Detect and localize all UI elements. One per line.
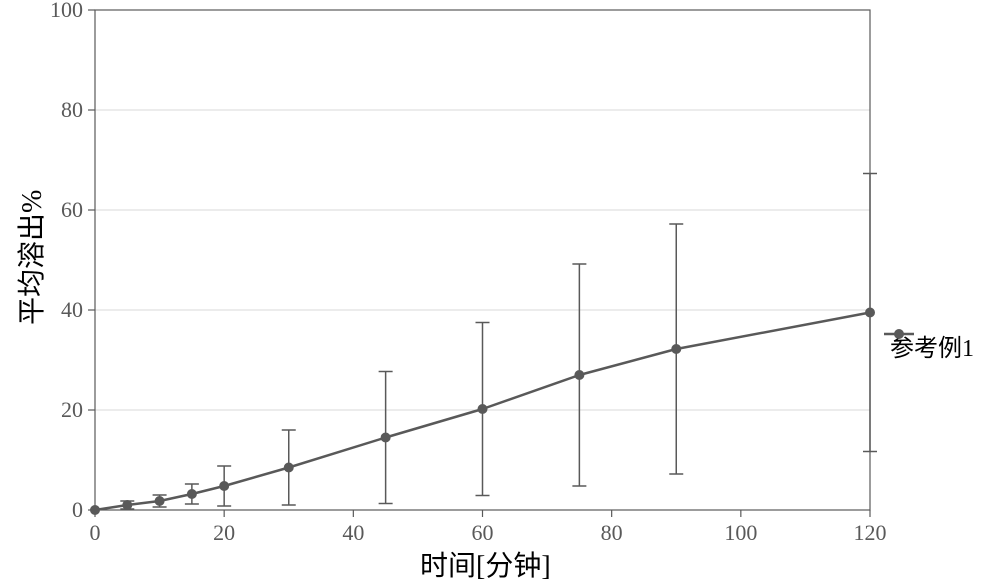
x-tick-label: 0 xyxy=(90,520,101,545)
x-tick-label: 60 xyxy=(472,520,494,545)
y-tick-label: 40 xyxy=(61,297,83,322)
x-tick-label: 120 xyxy=(854,520,887,545)
y-tick-label: 100 xyxy=(50,0,83,22)
y-axis-label: 平均溶出% xyxy=(10,205,50,325)
data-point xyxy=(574,370,584,380)
data-point xyxy=(187,489,197,499)
legend: 参考例1 xyxy=(884,328,974,363)
data-point xyxy=(155,496,165,506)
data-point xyxy=(122,500,132,510)
data-point xyxy=(478,404,488,414)
x-tick-label: 40 xyxy=(342,520,364,545)
y-tick-label: 0 xyxy=(72,497,83,522)
data-point xyxy=(284,463,294,473)
data-point xyxy=(90,505,100,515)
y-tick-label: 60 xyxy=(61,197,83,222)
data-point xyxy=(219,481,229,491)
y-tick-label: 80 xyxy=(61,97,83,122)
data-point xyxy=(865,308,875,318)
x-tick-label: 80 xyxy=(601,520,623,545)
dissolution-chart: 0 20 40 60 80 100 0 20 40 60 80 100 120 xyxy=(0,0,1000,582)
data-point xyxy=(381,433,391,443)
data-point xyxy=(671,344,681,354)
x-tick-label: 100 xyxy=(724,520,757,545)
y-tick-label: 20 xyxy=(61,397,83,422)
x-tick-label: 20 xyxy=(213,520,235,545)
x-axis-label: 时间[分钟] xyxy=(420,544,551,584)
chart-container: 0 20 40 60 80 100 0 20 40 60 80 100 120 平均溶出% 时间[分钟]… xyxy=(0,0,1000,582)
